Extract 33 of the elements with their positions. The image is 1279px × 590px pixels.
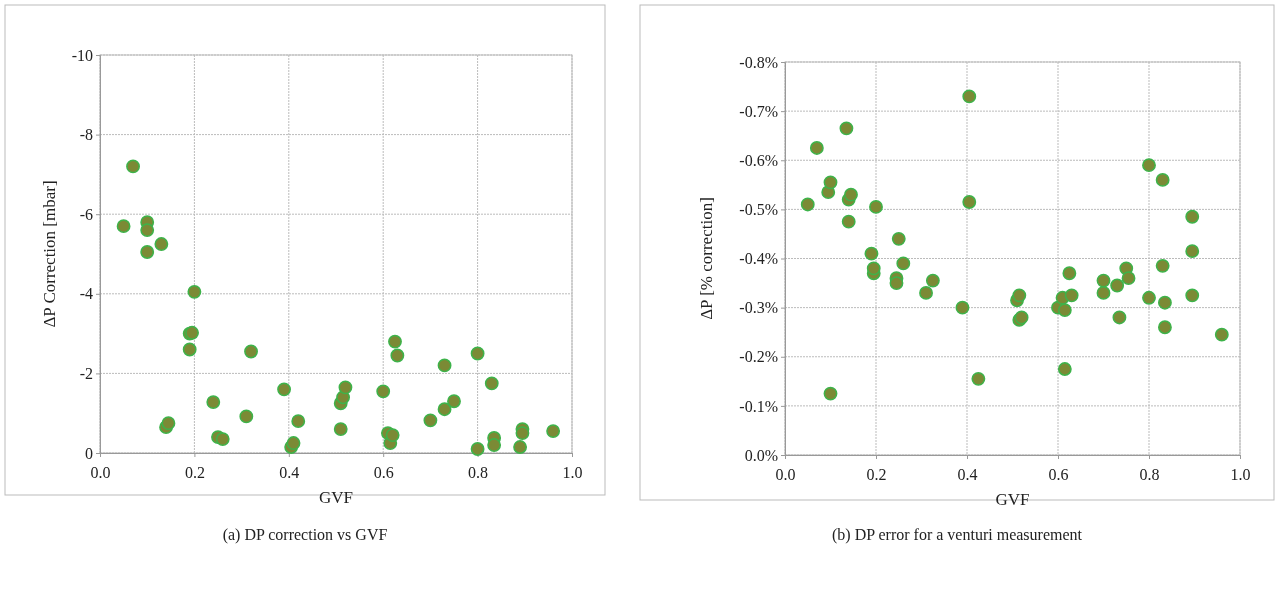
text: (a) DP correction vs GVF <box>222 526 388 544</box>
y-axis-title: ΔP [% correction] <box>697 197 716 320</box>
x-tick-label: 0.2 <box>866 465 887 483</box>
y-tick-label: -2 <box>79 365 93 383</box>
y-tick-label: -4 <box>79 285 93 303</box>
y-tick-label: -0.8% <box>739 53 778 71</box>
text: (b) DP error for a venturi measurement <box>832 526 1083 544</box>
x-tick-label: 0.2 <box>184 463 205 481</box>
y-tick-label: -10 <box>71 46 93 64</box>
x-axis-title: GVF <box>318 488 354 507</box>
y-tick-label: -0.2% <box>739 348 778 366</box>
y-tick-label: -8 <box>79 126 93 144</box>
y-tick-label: 0.0% <box>744 446 778 464</box>
y-tick-label: -0.1% <box>739 397 778 415</box>
x-tick-label: 0.0 <box>775 465 796 483</box>
x-tick-label: 0.8 <box>468 463 489 481</box>
x-tick-label: 0.4 <box>279 463 300 481</box>
x-tick-label: 1.0 <box>1230 465 1251 483</box>
y-tick-label: -0.3% <box>739 299 778 317</box>
x-tick-label: 1.0 <box>562 463 583 481</box>
x-tick-label: 0.6 <box>373 463 394 481</box>
y-tick-label: -6 <box>79 205 93 223</box>
x-tick-label: 0.8 <box>1139 465 1160 483</box>
y-tick-label: -0.5% <box>739 200 778 218</box>
x-tick-label: 0.4 <box>957 465 978 483</box>
x-tick-label: 0.6 <box>1048 465 1069 483</box>
x-tick-label: 0.0 <box>90 463 111 481</box>
y-axis-title: ΔP Correction [mbar] <box>40 180 59 328</box>
y-tick-label: -0.6% <box>739 151 778 169</box>
y-tick-label: 0 <box>85 444 93 462</box>
y-tick-label: -0.7% <box>739 102 778 120</box>
x-axis-title: GVF <box>995 490 1030 509</box>
y-tick-label: -0.4% <box>739 250 778 268</box>
